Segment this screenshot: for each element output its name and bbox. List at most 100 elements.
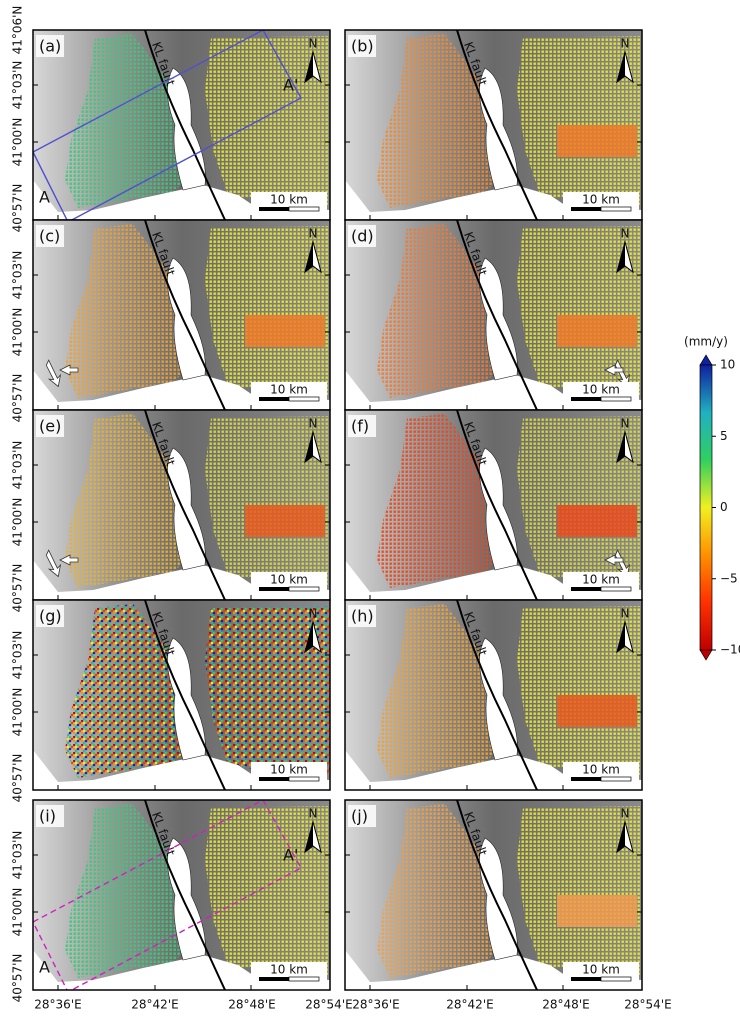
scale-label: 10 km bbox=[270, 963, 308, 977]
latitude-label: 41°00'N bbox=[11, 498, 25, 547]
colorbar-tick-label: 10 bbox=[720, 358, 735, 372]
panel-frame bbox=[344, 599, 643, 791]
lake bbox=[167, 67, 206, 191]
lake bbox=[479, 257, 518, 381]
latitude-label: 41°00'N bbox=[11, 118, 25, 167]
fault-line bbox=[456, 410, 538, 600]
scale-bar bbox=[259, 977, 289, 981]
north-label: N bbox=[309, 607, 318, 621]
east-velocity-points bbox=[205, 806, 330, 976]
latitude-label: 41°03'N bbox=[11, 831, 25, 880]
flight-arrow bbox=[45, 359, 62, 388]
panel-label: (a) bbox=[39, 37, 61, 56]
colorbar bbox=[699, 364, 713, 651]
panel-label-bg bbox=[348, 415, 376, 437]
north-label: N bbox=[621, 227, 630, 241]
colorbar-unit: (mm/y) bbox=[684, 335, 728, 349]
north-arrow-half bbox=[305, 622, 313, 652]
north-arrow-half bbox=[305, 822, 313, 852]
north-arrow-half bbox=[305, 52, 313, 82]
scale-bar bbox=[571, 777, 601, 781]
profile-end-label: A' bbox=[283, 846, 298, 865]
fault-line bbox=[456, 800, 538, 990]
fault-line bbox=[456, 220, 538, 410]
scale-bar bbox=[571, 977, 601, 981]
scale-bar bbox=[600, 396, 632, 402]
profile-box bbox=[33, 800, 302, 990]
panel-frame bbox=[344, 799, 643, 991]
longitude-label: 28°54'E bbox=[305, 998, 352, 1012]
subsidence-area bbox=[557, 895, 637, 927]
profile-start-label: A bbox=[39, 188, 50, 207]
scale-label: 10 km bbox=[582, 573, 620, 587]
east-velocity-points bbox=[205, 416, 330, 586]
scale-bar bbox=[259, 587, 289, 591]
east-velocity-points bbox=[517, 416, 642, 586]
subsidence-area bbox=[557, 505, 637, 537]
north-label: N bbox=[621, 807, 630, 821]
profile-end-label: A' bbox=[283, 76, 298, 95]
latitude-label: 41°00'N bbox=[11, 688, 25, 737]
scale-label: 10 km bbox=[270, 193, 308, 207]
flight-arrow bbox=[45, 549, 62, 578]
north-label: N bbox=[309, 417, 318, 431]
latitude-label: 40°57'N bbox=[11, 954, 25, 1003]
longitude-label: 28°42'E bbox=[131, 998, 178, 1012]
panel-label-bg bbox=[36, 805, 64, 827]
scale-label: 10 km bbox=[582, 383, 620, 397]
east-velocity-points bbox=[517, 806, 642, 976]
longitude-label: 28°36'E bbox=[34, 998, 81, 1012]
panel-label-bg bbox=[36, 605, 64, 627]
lake bbox=[167, 637, 206, 761]
scale-label: 10 km bbox=[582, 963, 620, 977]
colorbar-tick-label: −5 bbox=[720, 571, 738, 585]
scale-bar bbox=[288, 206, 320, 212]
colorbar-top-cap bbox=[699, 354, 713, 366]
lake bbox=[479, 447, 518, 571]
longitude-label: 28°36'E bbox=[352, 998, 399, 1012]
scale-bar bbox=[288, 396, 320, 402]
colorbar-tick-label: 5 bbox=[720, 429, 728, 443]
look-arrow bbox=[59, 554, 79, 566]
lake bbox=[479, 637, 518, 761]
latitude-label: 40°57'N bbox=[11, 754, 25, 803]
scale-bar bbox=[259, 207, 289, 211]
fault-line bbox=[144, 410, 226, 600]
lake bbox=[167, 837, 206, 961]
look-arrow bbox=[59, 364, 79, 376]
panel-label-bg bbox=[348, 225, 376, 247]
fault-line bbox=[144, 600, 226, 790]
north-arrow-half bbox=[305, 242, 313, 272]
scale-bar bbox=[571, 207, 601, 211]
north-arrow-half bbox=[617, 622, 625, 652]
scale-bar bbox=[600, 586, 632, 592]
longitude-label: 28°48'E bbox=[542, 998, 589, 1012]
subsidence-area bbox=[245, 505, 325, 537]
panel-label-bg bbox=[348, 805, 376, 827]
panel-label: (g) bbox=[39, 607, 62, 626]
scale-bar bbox=[600, 976, 632, 982]
scale-label: 10 km bbox=[270, 383, 308, 397]
fault-line bbox=[144, 220, 226, 410]
north-label: N bbox=[309, 227, 318, 241]
colorbar-tick-label: 0 bbox=[720, 500, 728, 514]
longitude-label: 28°54'E bbox=[624, 998, 671, 1012]
scale-label: 10 km bbox=[270, 573, 308, 587]
panel-label-bg bbox=[36, 225, 64, 247]
panel-label: (e) bbox=[39, 417, 61, 436]
look-arrow bbox=[604, 554, 624, 566]
scale-bar bbox=[259, 397, 289, 401]
panel-label-bg bbox=[348, 605, 376, 627]
north-label: N bbox=[621, 37, 630, 51]
east-velocity-points bbox=[517, 36, 642, 206]
panel-label: (b) bbox=[351, 37, 374, 56]
scale-bar bbox=[259, 777, 289, 781]
latitude-label: 41°00'N bbox=[11, 308, 25, 357]
